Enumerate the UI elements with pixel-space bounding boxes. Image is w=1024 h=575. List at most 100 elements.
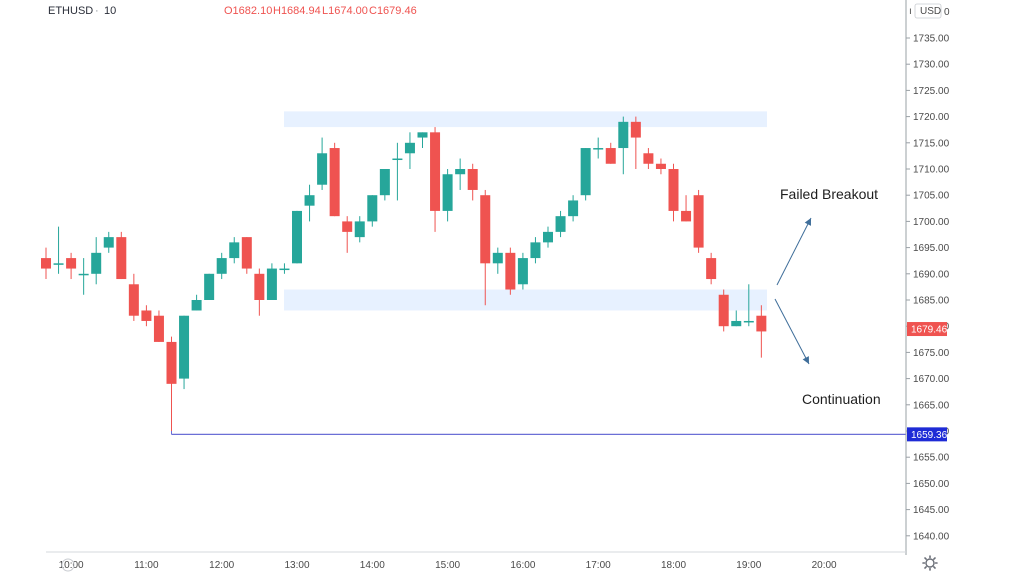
price-tick-label: 1645.00	[913, 505, 950, 516]
candle-body	[417, 132, 428, 138]
candle[interactable]	[555, 210, 566, 238]
candle[interactable]	[379, 169, 390, 201]
symbol-label[interactable]: ETHUSD	[48, 5, 93, 17]
candle[interactable]	[706, 252, 717, 285]
candle-body	[279, 268, 290, 271]
candle[interactable]	[718, 289, 729, 332]
time-tick-label: 14:00	[360, 560, 385, 571]
price-tick-label: 1705.00	[913, 191, 950, 202]
candles-layer[interactable]	[41, 116, 767, 431]
ohlc-close: C1679.46	[369, 5, 417, 17]
time-tick-label: 13:00	[284, 560, 309, 571]
candle[interactable]	[430, 127, 441, 232]
candle[interactable]	[229, 237, 240, 264]
price-tick-label: 1735.00	[913, 34, 950, 45]
candle[interactable]	[254, 268, 265, 316]
currency-box[interactable]	[914, 3, 942, 19]
candle[interactable]	[605, 142, 616, 164]
time-axis-scroll-marker[interactable]	[61, 558, 75, 572]
candle[interactable]	[367, 195, 378, 227]
continuation-arrow-head	[802, 356, 809, 364]
candle[interactable]	[279, 263, 290, 274]
candle[interactable]	[530, 237, 541, 264]
candle[interactable]	[166, 336, 177, 431]
candle-body	[53, 263, 64, 265]
candle-body	[216, 258, 227, 274]
candle[interactable]	[643, 148, 654, 169]
candle[interactable]	[467, 163, 478, 201]
candle[interactable]	[693, 189, 704, 253]
candle[interactable]	[191, 294, 202, 311]
candle-body	[618, 121, 629, 149]
candle[interactable]	[153, 310, 164, 342]
candle[interactable]	[304, 184, 315, 222]
candle[interactable]	[128, 273, 139, 321]
candle[interactable]	[630, 116, 641, 169]
candle[interactable]	[455, 158, 466, 190]
time-tick-label: 17:00	[586, 560, 611, 571]
candle[interactable]	[66, 252, 77, 280]
candle-body	[718, 294, 729, 327]
price-tick-label: 1675.00	[913, 348, 950, 359]
candle[interactable]	[204, 273, 215, 300]
candle[interactable]	[492, 247, 503, 274]
continuation-arrow	[774, 298, 810, 365]
candle[interactable]	[329, 142, 340, 217]
candle-body	[103, 237, 114, 248]
candle[interactable]	[743, 284, 754, 327]
candle-body	[342, 221, 353, 232]
candle[interactable]	[756, 305, 767, 358]
candle[interactable]	[568, 195, 579, 222]
price-tick-label: 1685.00	[913, 296, 950, 307]
price-tick-label: 1655.00	[913, 453, 950, 464]
candle[interactable]	[404, 132, 415, 169]
candle[interactable]	[417, 132, 428, 149]
candle[interactable]	[78, 258, 89, 295]
gear-icon[interactable]	[922, 555, 938, 571]
candle-body	[543, 231, 553, 243]
candle-body	[756, 315, 767, 332]
candle[interactable]	[179, 315, 190, 390]
candle[interactable]	[53, 226, 64, 274]
interval-label[interactable]: 10	[104, 5, 116, 17]
candle-body	[204, 273, 215, 300]
candle[interactable]	[655, 158, 666, 175]
price-tick-label: 1640.00	[913, 531, 950, 542]
candle[interactable]	[354, 216, 365, 243]
candle[interactable]	[392, 142, 403, 201]
time-tick-label: 15:00	[435, 560, 460, 571]
candle[interactable]	[505, 247, 516, 295]
time-axis[interactable]: 10:00 11:00 12:00 13:00 14:00 15:00 16:00 17:00…	[59, 558, 837, 572]
candle-body	[404, 142, 415, 154]
candle[interactable]	[681, 195, 692, 222]
candle-body	[668, 169, 679, 211]
candle[interactable]	[241, 237, 252, 274]
candle-body	[66, 258, 77, 269]
candle[interactable]	[317, 137, 328, 190]
candle[interactable]	[216, 252, 227, 280]
candle[interactable]	[342, 216, 353, 253]
candle[interactable]	[580, 148, 591, 201]
candle[interactable]	[668, 163, 679, 222]
candle[interactable]	[141, 305, 152, 327]
candle[interactable]	[103, 231, 114, 253]
candle[interactable]	[116, 231, 127, 280]
candle[interactable]	[91, 237, 102, 285]
candle[interactable]	[266, 263, 277, 300]
candle[interactable]	[442, 169, 453, 222]
candle-body	[505, 252, 516, 290]
candle-body	[580, 148, 591, 196]
candle[interactable]	[41, 247, 51, 280]
candle[interactable]	[292, 210, 302, 264]
candle[interactable]	[593, 137, 604, 159]
candle[interactable]	[543, 226, 553, 248]
zones-layer	[284, 111, 767, 311]
candle[interactable]	[618, 116, 629, 175]
candle[interactable]	[480, 189, 491, 306]
candle[interactable]	[731, 310, 742, 327]
candle[interactable]	[517, 252, 528, 290]
candle-body	[241, 237, 252, 269]
candle-body	[266, 268, 277, 300]
price-axis[interactable]: 1735.00 1730.00 1725.00 1720.00 1715.00 1710.…	[906, 34, 950, 543]
